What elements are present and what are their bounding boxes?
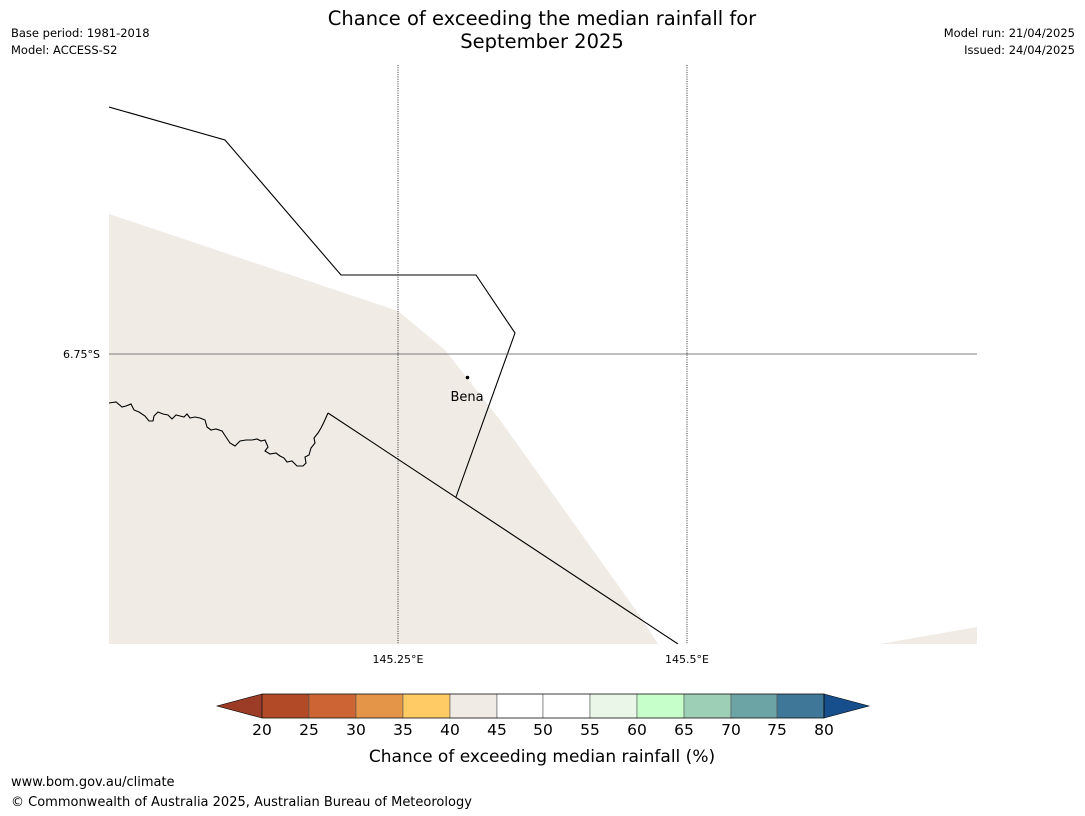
coastline bbox=[109, 401, 329, 467]
issued-text: Issued: 24/04/2025 bbox=[964, 43, 1075, 57]
boundary-line-north bbox=[109, 106, 516, 498]
meta-left: Base period: 1981-2018 Model: ACCESS-S2 bbox=[11, 25, 150, 59]
colorbar-tick-70: 70 bbox=[721, 721, 741, 739]
colorbar-bin-65-70 bbox=[683, 693, 732, 719]
colorbar-tick-50: 50 bbox=[533, 721, 553, 739]
colorbar-ticks: 20 25 30 35 40 45 50 55 60 65 70 75 80 bbox=[252, 721, 834, 739]
colorbar-bin-25-30 bbox=[308, 693, 357, 719]
colorbar-tick-30: 30 bbox=[346, 721, 366, 739]
map-title-line2: September 2025 bbox=[460, 30, 624, 53]
map-area bbox=[109, 65, 977, 644]
colorbar-bin-60-65 bbox=[636, 693, 685, 719]
latitude-label: 6.75°S bbox=[63, 348, 100, 361]
colorbar-bin-45-50 bbox=[496, 693, 544, 719]
colorbar-bin-35-40 bbox=[402, 693, 451, 719]
place-label-bena: Bena bbox=[450, 390, 483, 405]
colorbar-extend-high bbox=[823, 693, 871, 719]
map-title: Chance of exceeding the median rainfall … bbox=[242, 7, 842, 53]
map-title-line1: Chance of exceeding the median rainfall … bbox=[327, 7, 757, 30]
boundary-line-south bbox=[327, 412, 679, 644]
longitude-label-145-25: 145.25°E bbox=[373, 653, 424, 666]
model-run-text: Model run: 21/04/2025 bbox=[943, 26, 1075, 40]
colorbar-tick-35: 35 bbox=[393, 721, 413, 739]
colorbar-extend-low bbox=[215, 693, 263, 719]
colorbar-bin-30-35 bbox=[355, 693, 404, 719]
colorbar-tick-75: 75 bbox=[767, 721, 787, 739]
colorbar-bin-70-75 bbox=[730, 693, 778, 719]
colorbar-tick-60: 60 bbox=[627, 721, 647, 739]
colorbar-tick-55: 55 bbox=[580, 721, 600, 739]
colorbar-tick-25: 25 bbox=[299, 721, 319, 739]
colorbar-bin-40-45 bbox=[449, 693, 498, 719]
land-shading-40-45 bbox=[109, 214, 658, 644]
base-period-text: Base period: 1981-2018 bbox=[11, 26, 150, 40]
colorbar-tick-65: 65 bbox=[674, 721, 694, 739]
model-text: Model: ACCESS-S2 bbox=[11, 43, 118, 57]
colorbar-title: Chance of exceeding median rainfall (%) bbox=[369, 747, 715, 767]
land-shading-corner bbox=[880, 627, 977, 644]
meta-right: Model run: 21/04/2025 Issued: 24/04/2025 bbox=[944, 25, 1075, 59]
colorbar-tick-20: 20 bbox=[252, 721, 272, 739]
colorbar-bin-55-60 bbox=[589, 693, 638, 719]
colorbar-bin-75-80 bbox=[776, 693, 825, 719]
colorbar-bin-50-55 bbox=[542, 693, 591, 719]
longitude-label-145-5: 145.5°E bbox=[665, 653, 709, 666]
colorbar-tick-45: 45 bbox=[487, 721, 507, 739]
footer-url: www.bom.gov.au/climate bbox=[11, 775, 175, 790]
colorbar-tick-40: 40 bbox=[440, 721, 460, 739]
colorbar bbox=[215, 693, 871, 719]
bena-marker bbox=[465, 375, 470, 380]
colorbar-tick-80: 80 bbox=[814, 721, 834, 739]
footer-copyright: © Commonwealth of Australia 2025, Austra… bbox=[11, 795, 472, 810]
colorbar-bin-20-25 bbox=[261, 693, 310, 719]
colorbar-outline bbox=[261, 693, 825, 719]
